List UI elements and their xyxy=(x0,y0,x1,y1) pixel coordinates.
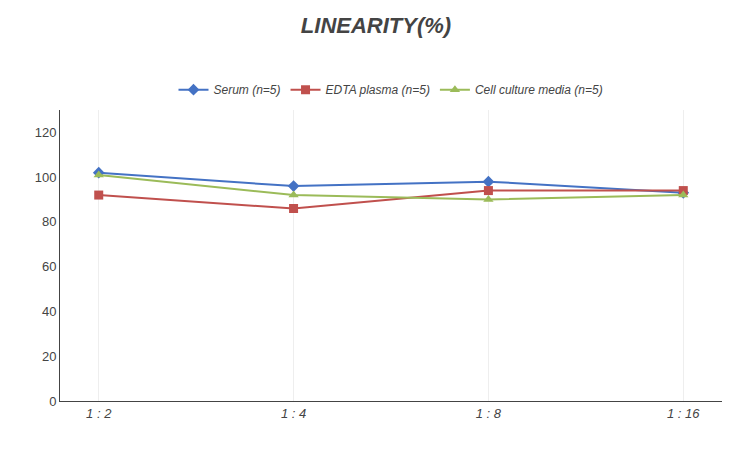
svg-text:Serum (n=5): Serum (n=5) xyxy=(214,83,281,97)
svg-text:60: 60 xyxy=(42,259,56,274)
svg-text:Cell culture media (n=5): Cell culture media (n=5) xyxy=(475,83,603,97)
svg-text:1 : 16: 1 : 16 xyxy=(667,406,700,421)
svg-text:120: 120 xyxy=(35,125,57,140)
svg-text:40: 40 xyxy=(42,304,56,319)
svg-text:80: 80 xyxy=(42,214,56,229)
svg-text:20: 20 xyxy=(42,349,56,364)
svg-text:1 : 8: 1 : 8 xyxy=(476,406,502,421)
svg-text:1 : 2: 1 : 2 xyxy=(86,406,112,421)
svg-text:EDTA plasma (n=5): EDTA plasma (n=5) xyxy=(326,83,430,97)
svg-text:100: 100 xyxy=(35,170,57,185)
svg-text:0: 0 xyxy=(49,394,56,409)
svg-text:LINEARITY(%): LINEARITY(%) xyxy=(301,13,451,38)
svg-text:1 : 4: 1 : 4 xyxy=(281,406,306,421)
